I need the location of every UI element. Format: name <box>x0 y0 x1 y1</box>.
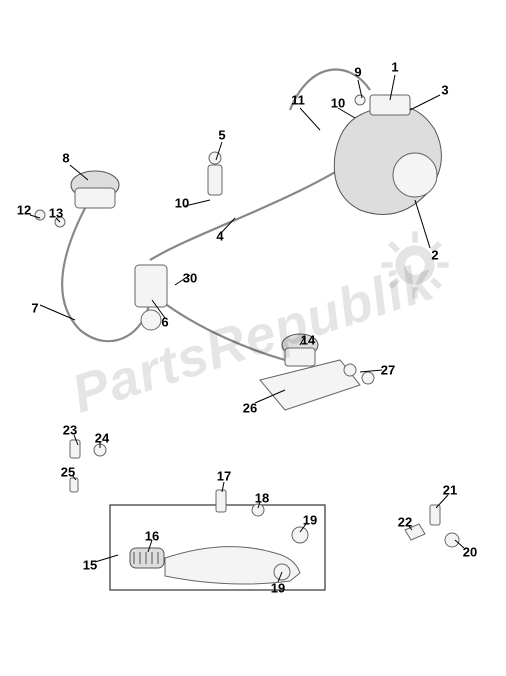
reservoir-body <box>75 188 115 208</box>
right-hardware <box>405 505 459 547</box>
master-cylinder <box>135 265 167 307</box>
hose-lower <box>160 300 285 360</box>
bolt-mid <box>209 152 221 164</box>
washer-12 <box>35 210 45 220</box>
pedal-assembly <box>130 490 308 584</box>
rear-reservoir-bracket <box>260 334 374 410</box>
fitting-mid <box>208 165 222 195</box>
diagram-svg <box>0 0 506 676</box>
cylinder-joint <box>141 310 161 330</box>
caliper-assembly <box>334 95 441 215</box>
pin-25 <box>70 478 78 492</box>
parts-diagram: PartsRepublik 12345678910101112131415161… <box>0 0 506 676</box>
bolt-23 <box>70 440 80 458</box>
